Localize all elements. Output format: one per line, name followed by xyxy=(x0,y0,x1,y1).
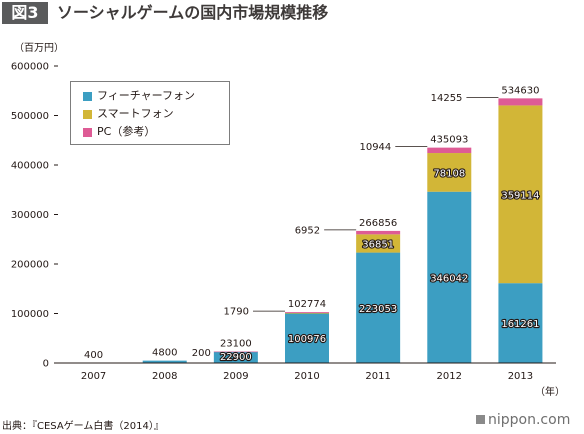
x-tick-label: 2007 xyxy=(81,371,106,382)
y-tick-label: 0 xyxy=(43,359,49,370)
data-label-pc: 1790 xyxy=(224,307,249,318)
bar-feature-phone xyxy=(427,191,472,363)
data-label-pc: 200 xyxy=(192,348,211,359)
data-label-pc: 6952 xyxy=(295,225,320,236)
y-axis-unit-label: （百万円） xyxy=(14,43,64,54)
x-tick-label: 2009 xyxy=(223,371,248,382)
figure-number-tag: 図3 xyxy=(2,2,48,24)
data-label-total: 102774 xyxy=(288,299,326,310)
chart-legend: フィーチャーフォン スマートフォン PC（参考） xyxy=(70,81,230,145)
bar-feature-phone xyxy=(213,351,258,363)
bar-pc xyxy=(213,351,258,353)
data-label-feature-phone: 161261 xyxy=(501,319,539,330)
bar-feature-phone xyxy=(356,252,401,363)
source-note: 出典：『CESAゲーム白書（2014）』 xyxy=(2,421,164,432)
data-label-pc: 14255 xyxy=(431,93,463,104)
bar-pc xyxy=(356,230,401,235)
x-tick-label: 2012 xyxy=(437,371,462,382)
data-label-smartphone: 359114 xyxy=(501,190,539,201)
y-tick-label: 100000 xyxy=(11,309,49,320)
data-label-total: 400 xyxy=(84,350,103,361)
bar-smartphone xyxy=(285,313,329,314)
data-label-feature-phone: 22900 xyxy=(220,352,252,363)
legend-label-feature-phone: フィーチャーフォン xyxy=(97,89,196,102)
bar-smartphone xyxy=(356,234,401,253)
bar-smartphone xyxy=(427,153,472,192)
legend-label-pc: PC（参考） xyxy=(97,125,156,138)
bar-smartphone xyxy=(498,105,543,284)
legend-swatch-feature-phone xyxy=(83,92,92,101)
y-tick-label: 200000 xyxy=(11,260,49,271)
data-label-smartphone: 36851 xyxy=(362,239,394,250)
data-label-total: 435093 xyxy=(430,135,468,146)
bar-feature-phone xyxy=(142,360,187,363)
x-tick-label: 2008 xyxy=(152,371,177,382)
bar-pc xyxy=(285,312,329,314)
chart-title: ソーシャルゲームの国内市場規模推移 xyxy=(57,3,329,22)
bar-feature-phone xyxy=(498,283,543,363)
legend-swatch-smartphone xyxy=(83,110,92,119)
x-tick-label: 2013 xyxy=(508,371,533,382)
data-label-feature-phone: 100976 xyxy=(288,334,326,345)
x-tick-label: 2011 xyxy=(365,371,390,382)
legend-swatch-pc xyxy=(83,128,92,137)
chart-header: 図3 ソーシャルゲームの国内市場規模推移 xyxy=(0,0,584,26)
y-tick-label: 500000 xyxy=(11,111,49,122)
y-tick-label: 600000 xyxy=(11,62,49,73)
brand-name: nippon.com xyxy=(488,412,571,428)
y-tick-label: 300000 xyxy=(11,210,49,221)
brand-watermark: nippon.com xyxy=(476,411,576,429)
data-label-total: 266856 xyxy=(359,218,397,229)
data-label-smartphone: 78108 xyxy=(433,168,465,179)
data-label-total: 534630 xyxy=(501,85,539,96)
data-label-feature-phone: 346042 xyxy=(430,273,468,284)
data-label-total: 4800 xyxy=(152,348,177,359)
data-label-feature-phone: 223053 xyxy=(359,304,397,315)
data-label-pc: 10944 xyxy=(359,142,391,153)
legend-label-smartphone: スマートフォン xyxy=(97,107,174,120)
brand-logo-icon xyxy=(476,415,485,424)
x-tick-label: 2010 xyxy=(294,371,319,382)
y-tick-label: 400000 xyxy=(11,161,49,172)
bar-pc xyxy=(427,147,472,154)
bar-feature-phone xyxy=(285,313,329,363)
x-axis-unit-label: （年） xyxy=(535,387,565,398)
bar-pc xyxy=(498,98,543,106)
data-label-total: 23100 xyxy=(220,339,252,350)
